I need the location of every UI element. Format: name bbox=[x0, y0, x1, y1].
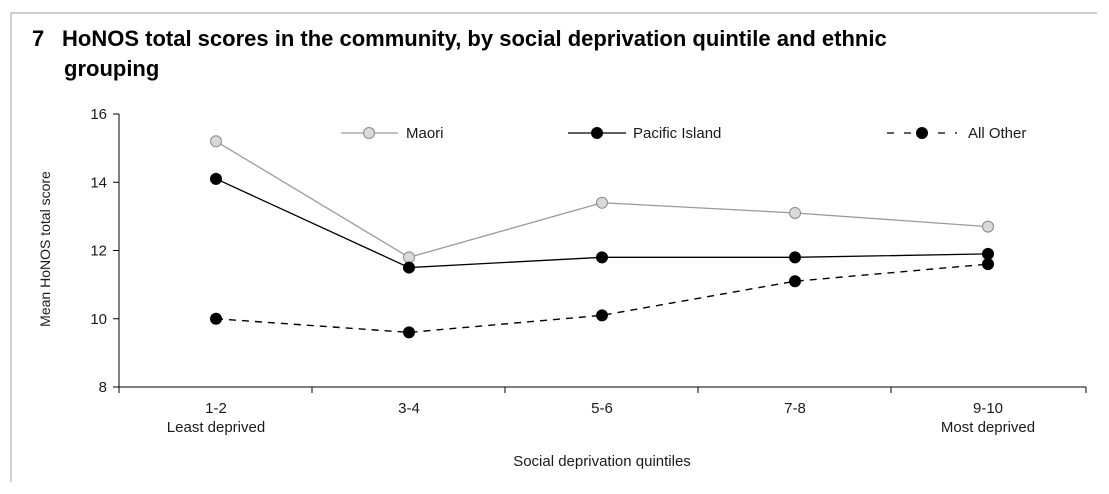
x-tick-sublabel: Most deprived bbox=[941, 419, 1035, 436]
chart-title-line-2: grouping bbox=[64, 56, 160, 81]
legend-label-maori: Maori bbox=[406, 125, 444, 142]
x-tick-label: 7-8 bbox=[784, 400, 806, 417]
legend-marker-maori bbox=[363, 127, 375, 139]
chart-number: 7 bbox=[32, 26, 45, 51]
point-all-other-9-10 bbox=[982, 258, 994, 271]
point-maori-1-2 bbox=[210, 135, 222, 148]
point-all-other-5-6 bbox=[596, 309, 608, 322]
x-tick-sublabel: Least deprived bbox=[167, 419, 265, 436]
point-pacific-island-7-8 bbox=[789, 251, 801, 264]
legend: Maori Pacific Island All Other bbox=[341, 125, 1026, 142]
point-all-other-7-8 bbox=[789, 275, 801, 288]
y-tick-label: 8 bbox=[99, 379, 107, 396]
legend-marker-all-other bbox=[916, 127, 928, 139]
legend-marker-pacific-island bbox=[591, 127, 603, 139]
chart-title-line-1: HoNOS total scores in the community, by … bbox=[62, 26, 887, 51]
series-line-all-other bbox=[215, 263, 989, 334]
x-tick-label: 9-10 bbox=[973, 400, 1003, 417]
axes: 8 10 12 14 16 1-2 Least deprived 3-4 5-6 7-8 9-10 M… bbox=[90, 106, 1087, 436]
chart-frame bbox=[10, 12, 1097, 482]
x-tick-label: 3-4 bbox=[398, 400, 420, 417]
x-tick-label: 5-6 bbox=[591, 400, 613, 417]
y-tick-label: 10 bbox=[90, 311, 107, 328]
point-maori-9-10 bbox=[982, 220, 994, 233]
point-pacific-island-9-10 bbox=[982, 247, 994, 260]
point-pacific-island-3-4 bbox=[403, 261, 415, 274]
point-all-other-1-2 bbox=[210, 312, 222, 325]
point-pacific-island-1-2 bbox=[210, 172, 222, 185]
x-tick-label: 1-2 bbox=[205, 400, 227, 417]
y-tick-label: 12 bbox=[90, 243, 107, 260]
point-maori-5-6 bbox=[596, 196, 608, 209]
chart-title: 7 HoNOS total scores in the community, by… bbox=[32, 24, 1072, 84]
y-axis-label: Mean HoNOS total score bbox=[37, 171, 53, 327]
series-group bbox=[210, 135, 994, 339]
point-maori-3-4 bbox=[403, 251, 415, 264]
point-all-other-3-4 bbox=[403, 326, 415, 339]
legend-label-all-other: All Other bbox=[968, 125, 1026, 142]
x-axis-label: Social deprivation quintiles bbox=[513, 453, 691, 470]
y-tick-label: 14 bbox=[90, 174, 107, 191]
point-maori-7-8 bbox=[789, 206, 801, 219]
y-tick-label: 16 bbox=[90, 106, 107, 123]
legend-label-pacific-island: Pacific Island bbox=[633, 125, 721, 142]
point-pacific-island-5-6 bbox=[596, 251, 608, 264]
